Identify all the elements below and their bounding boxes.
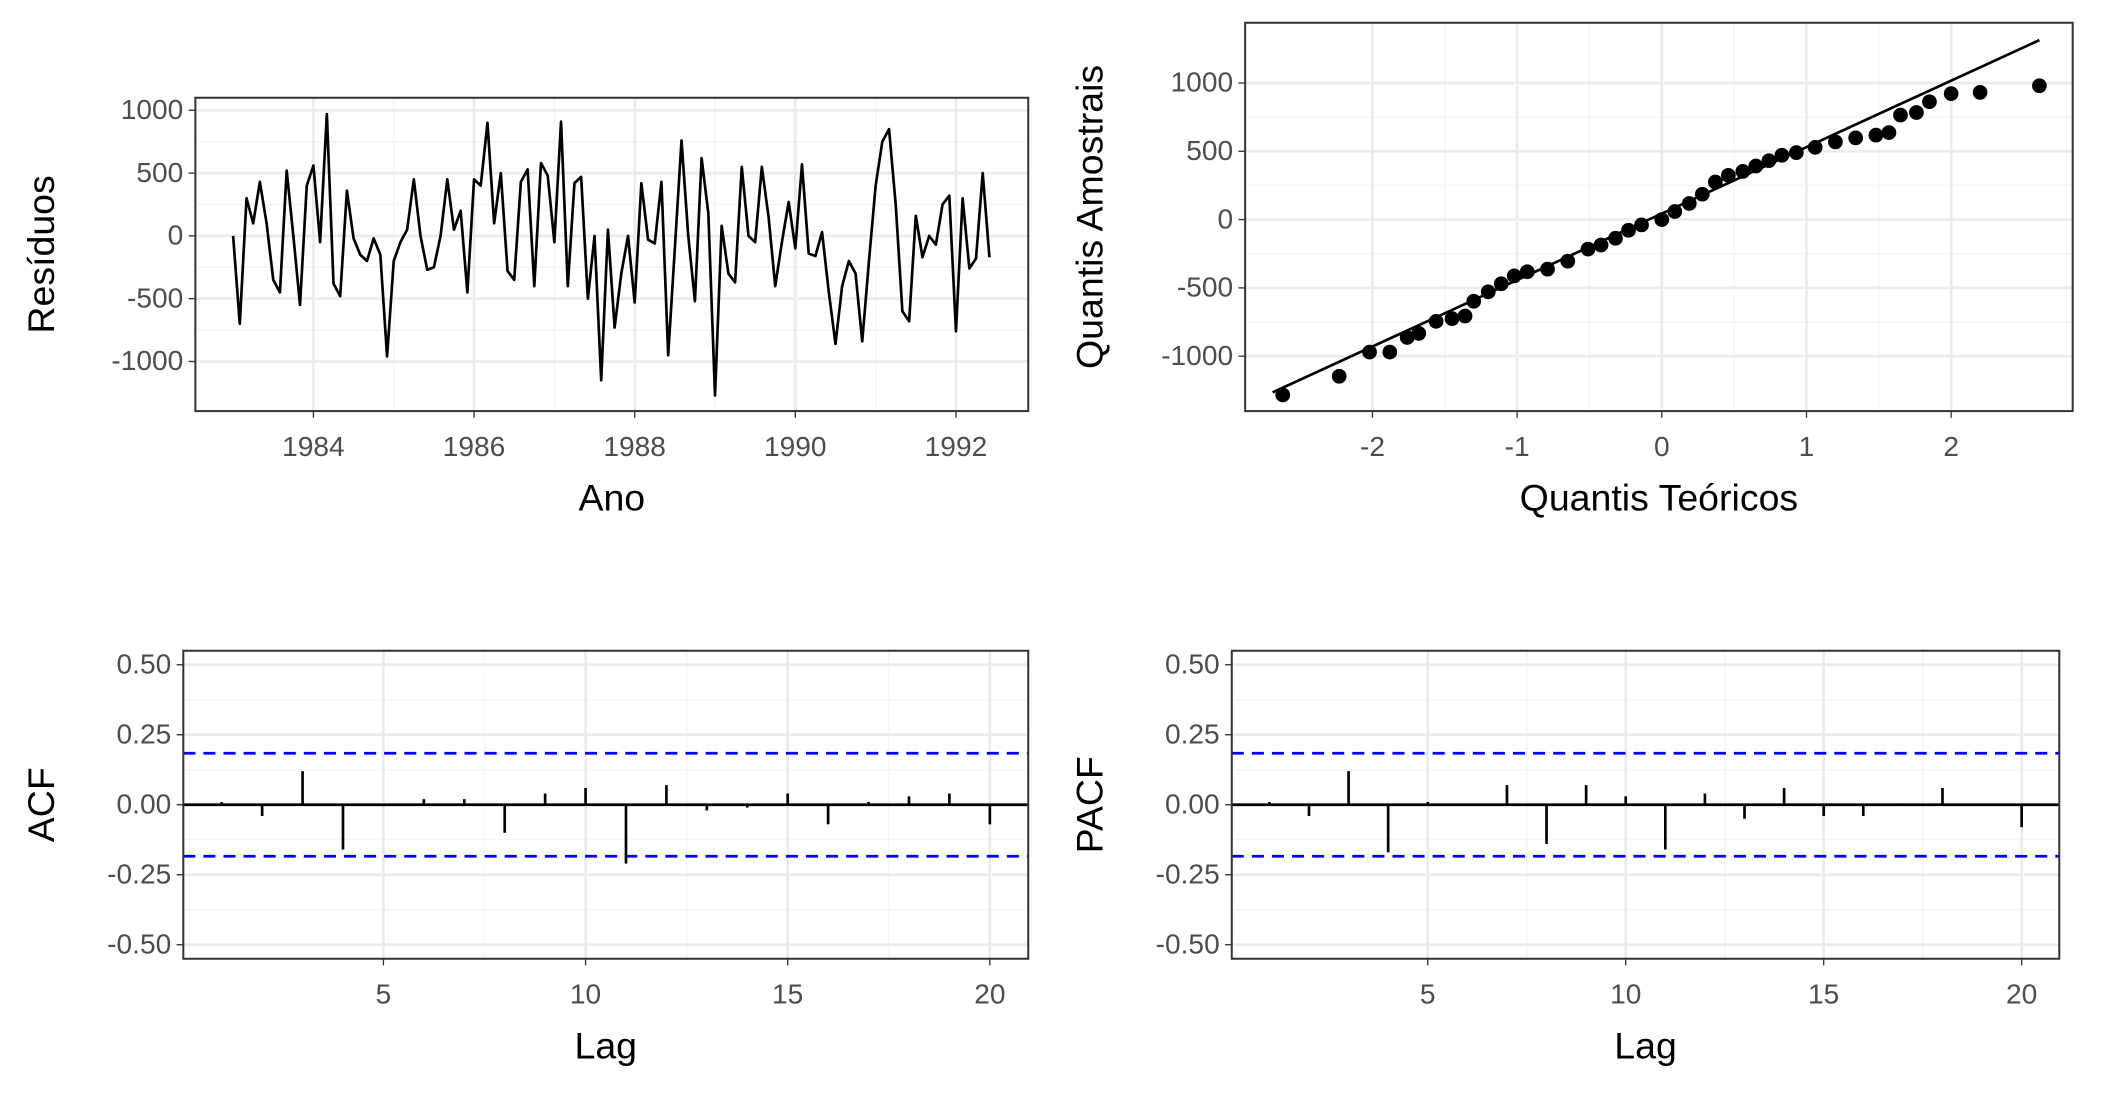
point xyxy=(1457,308,1473,324)
point xyxy=(1922,94,1937,110)
point xyxy=(1540,261,1555,277)
point xyxy=(1466,293,1482,309)
point xyxy=(1362,344,1377,360)
point xyxy=(1881,125,1897,140)
x-tick-label: -1 xyxy=(1505,431,1530,462)
x-tick-label: 1986 xyxy=(443,431,506,462)
y-tick-label: 500 xyxy=(136,157,183,188)
point xyxy=(1667,204,1683,219)
y-tick-label: 1000 xyxy=(121,94,184,125)
y-tick-label: -0.50 xyxy=(1156,929,1220,960)
y-axis-title: ACF xyxy=(20,767,62,842)
point xyxy=(1493,276,1509,292)
point xyxy=(1593,237,1609,253)
point xyxy=(1275,387,1291,403)
point xyxy=(2032,78,2047,94)
point xyxy=(1807,139,1823,155)
x-axis-title: Lag xyxy=(1614,1024,1677,1066)
point xyxy=(1634,217,1649,233)
x-tick-label: 5 xyxy=(1420,979,1436,1010)
y-tick-label: 0.25 xyxy=(117,719,172,750)
x-axis-title: Lag xyxy=(575,1024,638,1066)
x-tick-label: 20 xyxy=(2006,979,2037,1010)
x-tick-label: 1984 xyxy=(282,431,345,462)
point xyxy=(1681,196,1697,211)
point xyxy=(1735,164,1751,179)
y-tick-label: 1000 xyxy=(1171,67,1234,98)
point xyxy=(1382,344,1398,360)
x-tick-label: 5 xyxy=(376,979,392,1010)
point xyxy=(1694,186,1710,202)
y-tick-label: -0.25 xyxy=(1156,859,1220,890)
panel-border xyxy=(1244,21,2074,413)
x-axis-title: Ano xyxy=(578,477,645,519)
point xyxy=(1893,107,1908,123)
y-tick-label: 500 xyxy=(1186,135,1233,166)
point xyxy=(1428,313,1444,329)
y-tick-label: 0 xyxy=(168,220,184,251)
y-tick-label: 0.50 xyxy=(117,649,172,680)
point xyxy=(1848,130,1864,146)
panel-border xyxy=(194,96,1030,413)
y-tick-label: 0.00 xyxy=(1165,789,1220,820)
point xyxy=(1519,264,1535,280)
x-tick-label: 20 xyxy=(974,979,1005,1010)
point xyxy=(1748,158,1764,174)
point xyxy=(1972,85,1988,100)
x-tick-label: 10 xyxy=(1610,979,1641,1010)
point xyxy=(1868,127,1884,143)
point xyxy=(1788,145,1804,161)
panel-background xyxy=(195,97,1029,412)
y-tick-label: -0.50 xyxy=(107,929,171,960)
point xyxy=(1411,325,1427,341)
point xyxy=(1331,368,1347,384)
point xyxy=(1720,167,1736,183)
y-tick-label: -1000 xyxy=(1161,340,1233,371)
point xyxy=(1707,174,1723,190)
x-tick-label: 15 xyxy=(772,979,803,1010)
x-tick-label: 1990 xyxy=(764,431,827,462)
y-axis-title: PACF xyxy=(1068,756,1110,853)
y-tick-label: -1000 xyxy=(111,345,183,376)
point xyxy=(1560,253,1576,269)
point xyxy=(1774,147,1790,163)
point xyxy=(1399,330,1415,345)
x-tick-label: 1988 xyxy=(603,431,666,462)
point xyxy=(1761,153,1777,169)
panel-border xyxy=(182,649,1030,960)
y-axis-title: Resíduos xyxy=(20,175,62,333)
y-tick-label: 0.50 xyxy=(1165,649,1220,680)
x-tick-label: -2 xyxy=(1360,431,1385,462)
point xyxy=(1943,86,1959,102)
x-tick-label: 1 xyxy=(1799,431,1815,462)
panel-border xyxy=(1230,649,2061,960)
point xyxy=(1480,284,1496,300)
residual-line xyxy=(231,112,991,397)
y-tick-label: -500 xyxy=(127,282,183,313)
x-tick-label: 15 xyxy=(1808,979,1839,1010)
point xyxy=(1621,222,1636,238)
point xyxy=(1580,241,1596,257)
y-tick-label: 0.00 xyxy=(117,789,172,820)
x-tick-label: 0 xyxy=(1654,431,1670,462)
point xyxy=(1608,230,1623,246)
point xyxy=(1444,311,1460,326)
point xyxy=(1828,134,1843,150)
y-tick-label: 0 xyxy=(1217,203,1233,234)
x-axis-title: Quantis Teóricos xyxy=(1520,477,1799,519)
y-tick-label: -0.25 xyxy=(107,859,171,890)
y-axis-title: Quantis Amostrais xyxy=(1068,65,1110,369)
point xyxy=(1506,268,1522,284)
x-tick-label: 2 xyxy=(1943,431,1959,462)
x-tick-label: 1992 xyxy=(925,431,988,462)
y-tick-label: 0.25 xyxy=(1165,719,1220,750)
point xyxy=(1909,105,1924,120)
y-tick-label: -500 xyxy=(1177,272,1233,303)
point xyxy=(1654,212,1670,227)
x-tick-label: 10 xyxy=(570,979,601,1010)
